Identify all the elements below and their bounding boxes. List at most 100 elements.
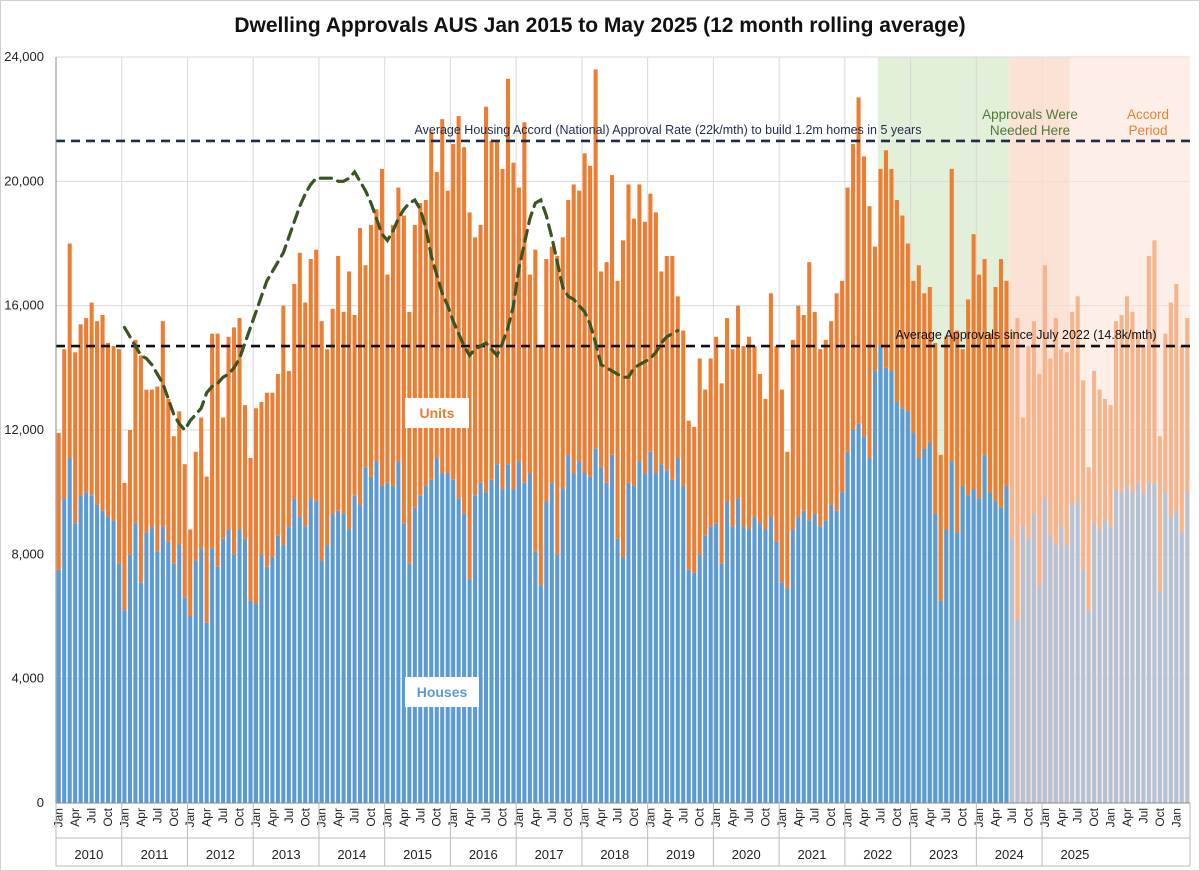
houses-bar [659, 464, 664, 803]
units-bar [845, 187, 850, 452]
houses-bar [199, 548, 204, 803]
houses-bar [78, 495, 83, 803]
units-bar [938, 454, 943, 601]
houses-bar [845, 451, 850, 803]
units-bar [757, 374, 762, 524]
month-tick-label: Apr [528, 808, 542, 827]
month-tick-label: Jul [939, 808, 953, 823]
houses-bar [429, 479, 434, 803]
houses-bar [988, 492, 993, 803]
houses-bar [642, 473, 647, 803]
units-bar [116, 349, 122, 564]
houses-bar [484, 492, 489, 803]
houses-bar [297, 517, 302, 803]
houses-bar [210, 548, 215, 803]
houses-bar [478, 482, 483, 803]
units-bar [396, 187, 401, 462]
month-tick-label: Oct [693, 807, 707, 826]
units-bar [319, 321, 324, 561]
month-tick-label: Jul [216, 808, 230, 823]
units-bar [358, 227, 363, 505]
units-bar [144, 389, 149, 533]
category-label: Houses [417, 684, 468, 700]
units-bar [188, 529, 193, 617]
year-label: 2012 [206, 847, 235, 862]
houses-bar [538, 585, 543, 803]
houses-bar [451, 479, 456, 803]
month-tick-label: Apr [463, 808, 477, 827]
units-bar [193, 451, 198, 561]
houses-bar [588, 476, 593, 803]
houses-bar [456, 498, 461, 803]
units-bar [264, 392, 269, 567]
houses-bar [894, 402, 899, 803]
month-tick-label: Jul [1136, 808, 1150, 823]
units-bar [653, 212, 658, 474]
houses-bar [116, 563, 122, 803]
houses-bar [84, 492, 89, 803]
houses-bar [840, 492, 845, 803]
units-bar [801, 314, 806, 511]
houses-bar [292, 498, 297, 803]
year-label: 2020 [732, 847, 761, 862]
houses-bar [155, 551, 160, 803]
units-bar [390, 224, 395, 486]
units-bar [818, 349, 823, 527]
units-bar [856, 97, 861, 424]
month-tick-label: Oct [364, 807, 378, 826]
units-bar [522, 122, 527, 483]
houses-bar [138, 582, 143, 803]
houses-bar [253, 604, 258, 803]
units-bar [473, 237, 478, 496]
year-label: 2013 [272, 847, 301, 862]
houses-bar [368, 476, 374, 803]
units-bar [670, 255, 675, 480]
units-bar [199, 417, 204, 549]
units-bar [872, 246, 878, 371]
houses-bar [215, 566, 220, 803]
month-tick-label: Apr [791, 808, 805, 827]
units-bar [779, 389, 784, 583]
units-bar [681, 330, 686, 486]
reference-line-label: Average Housing Accord (National) Approv… [415, 123, 922, 137]
units-bar [171, 436, 176, 564]
houses-bar [177, 545, 182, 803]
month-tick-label: Jan [315, 808, 329, 827]
units-bar [566, 199, 571, 455]
units-bar [160, 321, 165, 527]
houses-bar [977, 498, 982, 803]
houses-bar [445, 473, 450, 803]
month-tick-label: Oct [890, 807, 904, 826]
units-bar [736, 305, 741, 499]
houses-bar [610, 454, 615, 803]
units-bar [719, 383, 724, 564]
units-bar [347, 271, 352, 530]
units-bar [484, 106, 489, 493]
units-bar [796, 305, 801, 518]
houses-bar [692, 572, 697, 803]
houses-bar [889, 370, 894, 803]
houses-bar [620, 557, 626, 803]
units-bar [456, 116, 461, 499]
month-tick-label: Oct [495, 807, 509, 826]
units-bar [889, 168, 894, 371]
units-bar [960, 349, 965, 486]
units-bar [489, 140, 494, 480]
month-tick-label: Apr [726, 808, 740, 827]
units-bar [768, 293, 773, 518]
units-bar [631, 218, 636, 486]
units-bar [714, 336, 719, 524]
y-tick-label: 24,000 [4, 49, 44, 64]
houses-bar [883, 367, 888, 803]
units-bar [100, 314, 105, 511]
year-label: 2023 [929, 847, 958, 862]
month-tick-label: Jul [742, 808, 756, 823]
units-bar [626, 184, 631, 483]
units-bar [494, 140, 500, 465]
units-bar [741, 346, 746, 527]
houses-bar [73, 523, 78, 803]
units-bar [604, 262, 609, 483]
month-tick-label: Jul [85, 808, 99, 823]
month-tick-label: Jan [380, 808, 394, 827]
